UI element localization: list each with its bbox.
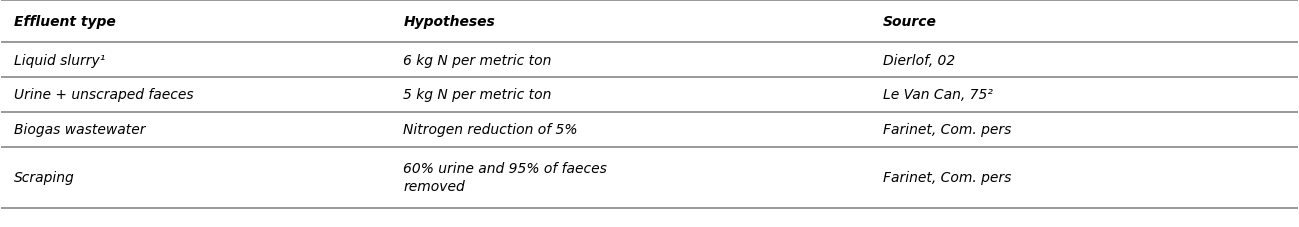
Text: Dierlof, 02: Dierlof, 02 — [883, 53, 955, 67]
Text: Urine + unscraped faeces: Urine + unscraped faeces — [14, 88, 194, 102]
Text: Hypotheses: Hypotheses — [403, 15, 495, 29]
Text: Farinet, Com. pers: Farinet, Com. pers — [883, 170, 1011, 184]
Text: Liquid slurry¹: Liquid slurry¹ — [14, 53, 105, 67]
Text: Source: Source — [883, 15, 937, 29]
Text: Effluent type: Effluent type — [14, 15, 116, 29]
Text: 60% urine and 95% of faeces
removed: 60% urine and 95% of faeces removed — [403, 161, 607, 194]
Text: 5 kg N per metric ton: 5 kg N per metric ton — [403, 88, 552, 102]
Text: Scraping: Scraping — [14, 170, 75, 184]
Text: Farinet, Com. pers: Farinet, Com. pers — [883, 123, 1011, 137]
Text: Biogas wastewater: Biogas wastewater — [14, 123, 145, 137]
Text: Le Van Can, 75²: Le Van Can, 75² — [883, 88, 992, 102]
Text: Nitrogen reduction of 5%: Nitrogen reduction of 5% — [403, 123, 578, 137]
Text: 6 kg N per metric ton: 6 kg N per metric ton — [403, 53, 552, 67]
